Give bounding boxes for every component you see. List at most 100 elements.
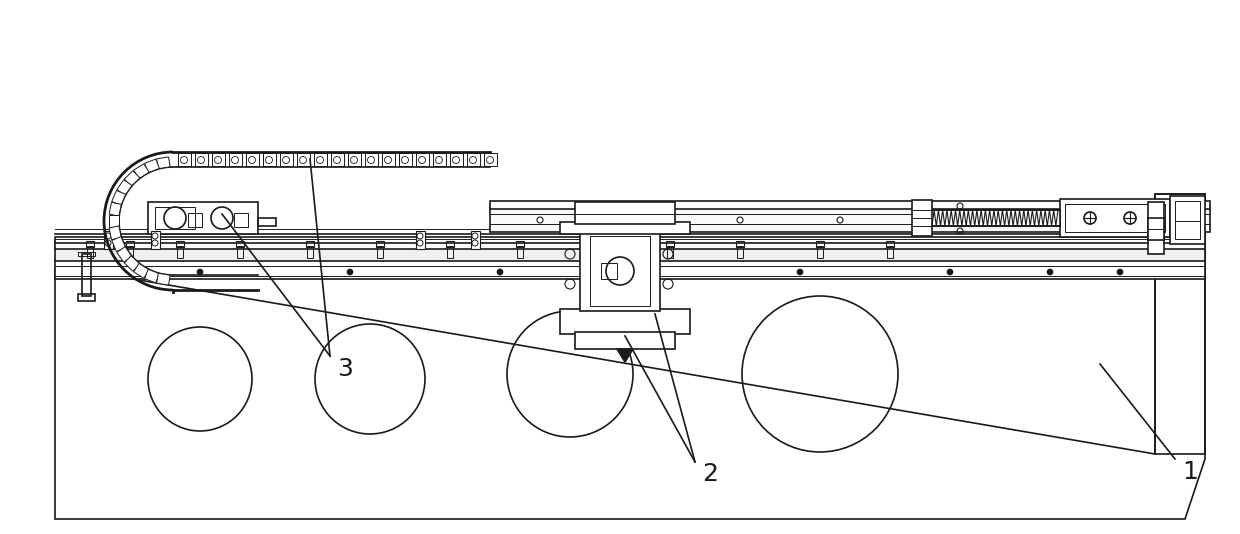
Bar (377, 246, 383, 258)
Circle shape (647, 270, 652, 274)
Bar (229, 153, 242, 166)
Bar (382, 153, 396, 166)
Bar (887, 246, 893, 258)
Bar (212, 153, 224, 166)
Circle shape (947, 270, 952, 274)
Bar (109, 202, 122, 216)
Bar (575, 332, 675, 349)
Bar (258, 218, 277, 226)
Bar (737, 241, 744, 247)
Bar (737, 246, 743, 258)
Bar (1171, 196, 1205, 244)
Bar (112, 237, 125, 252)
Bar (490, 207, 1210, 232)
Bar (590, 236, 650, 306)
Bar (560, 309, 689, 334)
Bar (145, 159, 160, 172)
Bar (601, 263, 618, 279)
Bar (365, 153, 378, 166)
Bar (1148, 202, 1164, 254)
Bar (1148, 218, 1164, 240)
Bar (446, 246, 453, 258)
Bar (78, 252, 95, 256)
Bar (156, 273, 170, 285)
Bar (596, 241, 604, 247)
Bar (596, 246, 603, 258)
Bar (415, 153, 429, 166)
Bar (195, 153, 208, 166)
Bar (112, 191, 125, 206)
Bar (887, 241, 894, 247)
Bar (930, 210, 1060, 226)
Bar (666, 241, 675, 247)
Bar (817, 246, 823, 258)
Bar (280, 153, 293, 166)
Bar (155, 207, 195, 229)
Bar (55, 241, 1205, 249)
Bar (580, 231, 660, 311)
Bar (1065, 204, 1166, 232)
Bar (78, 294, 95, 301)
Bar (234, 213, 248, 227)
Bar (126, 246, 133, 258)
Bar (298, 153, 310, 166)
Bar (575, 202, 675, 224)
Bar (446, 241, 454, 247)
Bar (306, 241, 314, 247)
Bar (314, 153, 327, 166)
Bar (87, 246, 93, 258)
Circle shape (1117, 270, 1122, 274)
Bar (415, 231, 425, 249)
Bar (331, 153, 343, 166)
Bar (55, 259, 1205, 279)
Text: 3: 3 (337, 357, 353, 381)
Bar (348, 153, 361, 166)
Circle shape (197, 270, 202, 274)
Polygon shape (55, 194, 1205, 519)
Bar (490, 201, 1210, 209)
Bar (177, 246, 184, 258)
Bar (376, 241, 384, 247)
Bar (109, 226, 122, 240)
Bar (1176, 201, 1200, 239)
Bar (134, 263, 149, 278)
Bar (124, 256, 140, 271)
Bar (516, 241, 525, 247)
Bar (179, 153, 191, 166)
Bar (145, 269, 160, 283)
Bar (517, 246, 523, 258)
Circle shape (347, 270, 352, 274)
Circle shape (1048, 270, 1053, 274)
Bar (399, 153, 412, 166)
Bar (109, 215, 119, 227)
Bar (236, 241, 244, 247)
Bar (151, 231, 160, 249)
Bar (911, 200, 932, 236)
Bar (55, 237, 1205, 243)
Bar (308, 246, 312, 258)
Bar (156, 157, 170, 169)
Bar (237, 246, 243, 258)
Bar (117, 180, 131, 195)
Bar (124, 171, 140, 186)
Bar (1154, 194, 1205, 454)
Bar (560, 222, 689, 234)
Bar (82, 254, 91, 296)
Bar (176, 241, 184, 247)
Bar (126, 241, 134, 247)
Bar (433, 153, 446, 166)
Text: 1: 1 (1182, 460, 1198, 484)
Bar (134, 164, 149, 178)
Bar (55, 247, 1205, 261)
Bar (450, 153, 463, 166)
Bar (484, 153, 497, 166)
Bar (467, 153, 480, 166)
Text: 2: 2 (702, 462, 718, 486)
Bar (667, 246, 673, 258)
Polygon shape (618, 349, 632, 362)
Bar (246, 153, 259, 166)
Circle shape (497, 270, 502, 274)
Bar (263, 153, 277, 166)
Circle shape (797, 270, 802, 274)
Bar (104, 231, 113, 249)
